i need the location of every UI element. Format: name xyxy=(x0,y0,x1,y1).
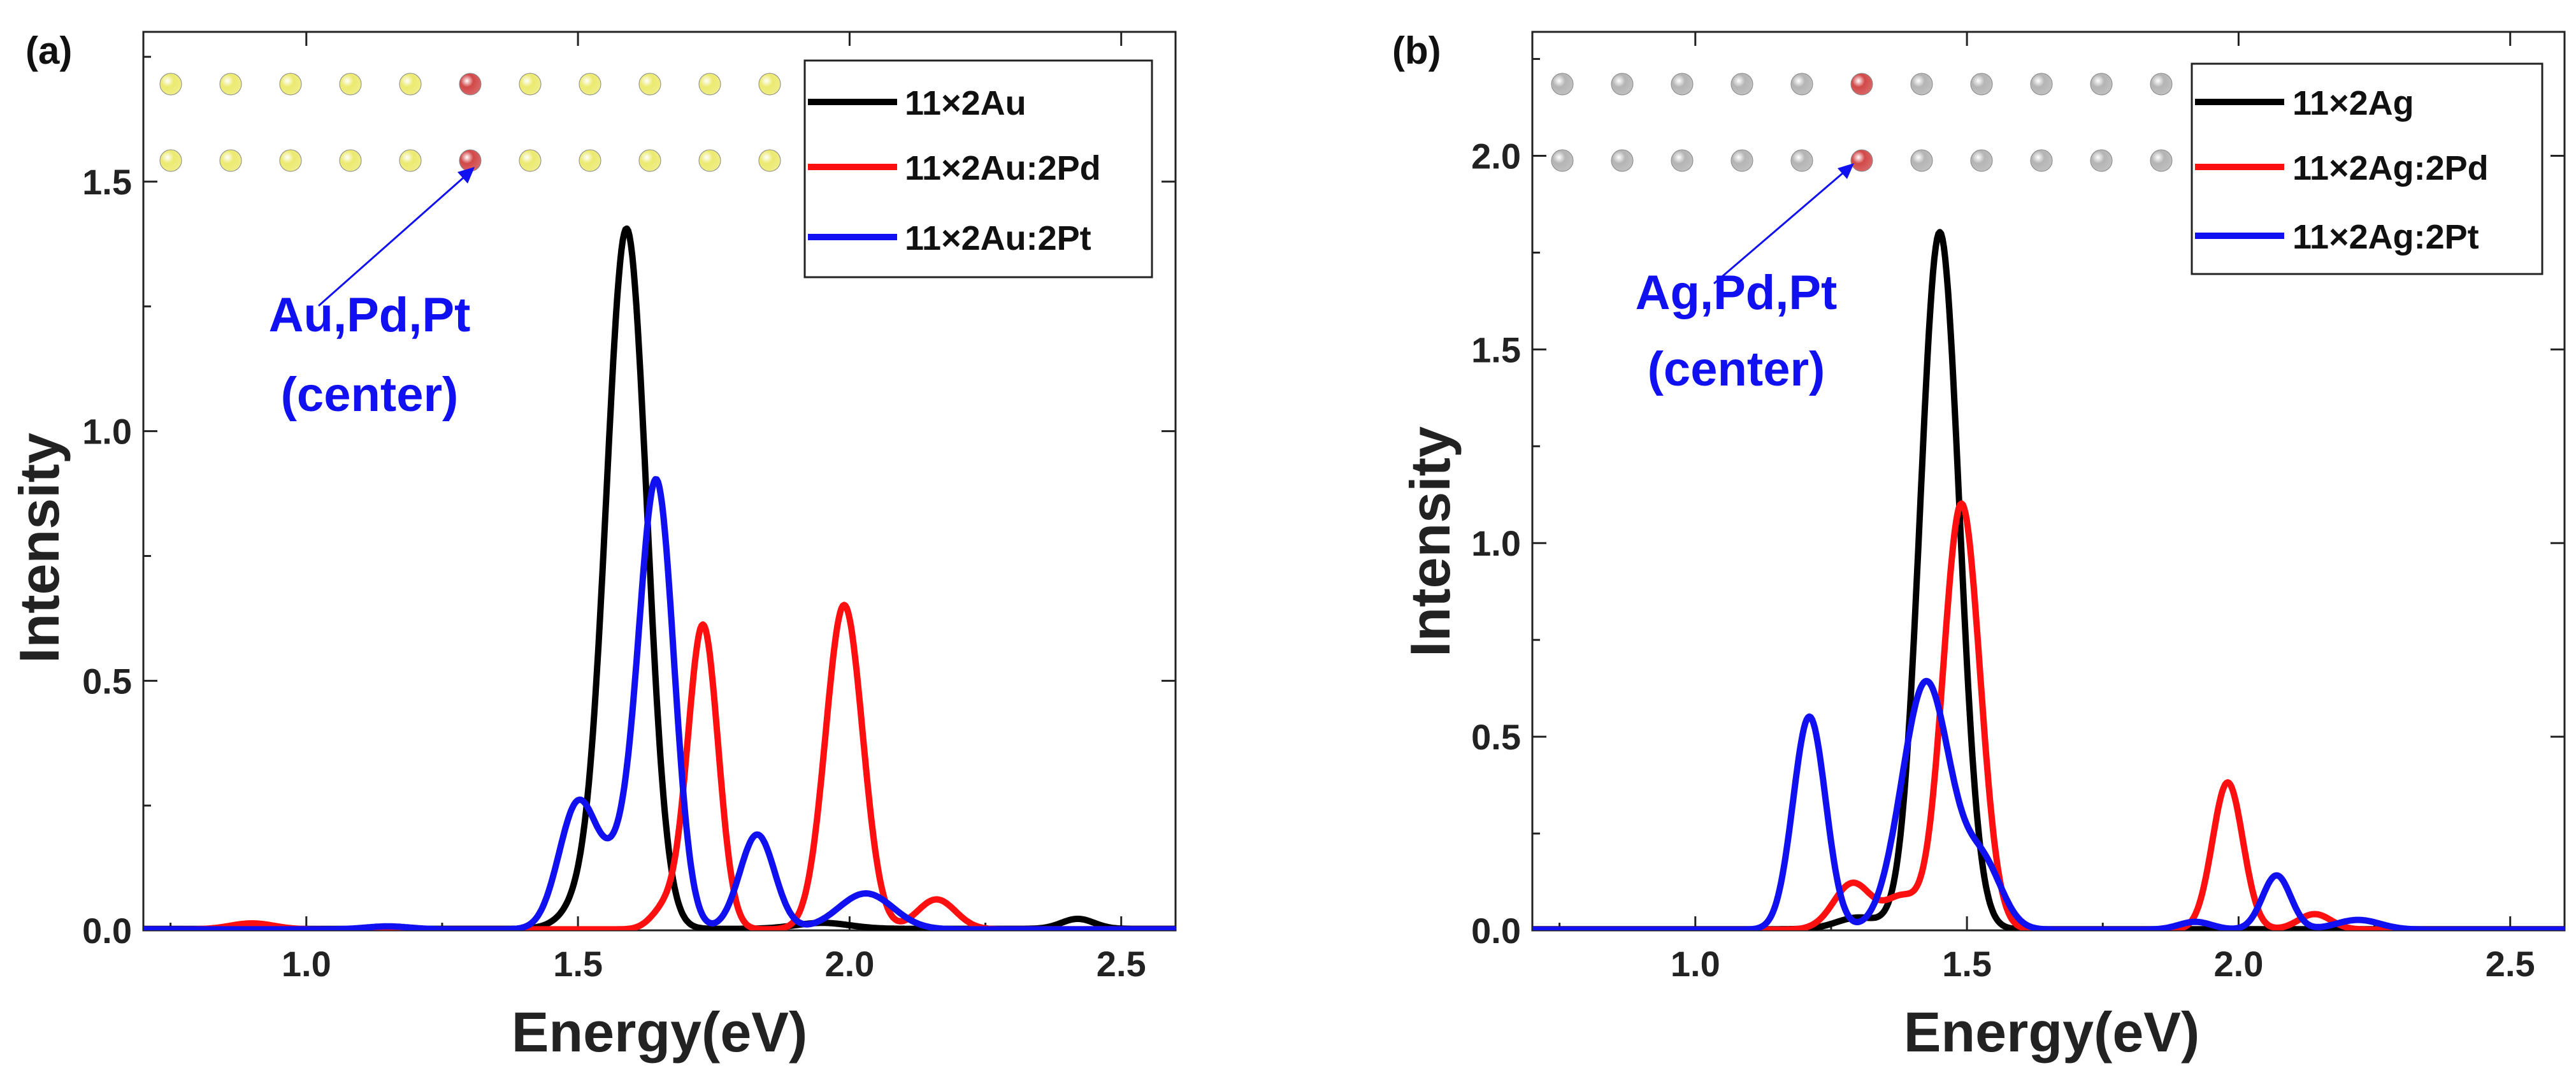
host-atom xyxy=(279,149,302,172)
host-atom xyxy=(2030,149,2053,172)
host-atom xyxy=(698,149,721,172)
x-axis-title: Energy(eV) xyxy=(512,1000,808,1064)
y-tick-label: 0.0 xyxy=(82,911,132,951)
atom-chain xyxy=(159,73,781,172)
host-atom xyxy=(1790,73,1813,96)
x-tick-label: 2.0 xyxy=(824,944,874,984)
host-atom xyxy=(1790,149,1813,172)
host-atom xyxy=(758,149,781,172)
host-atom xyxy=(1671,149,1694,172)
y-tick-label: 1.5 xyxy=(1471,329,1521,370)
host-atom xyxy=(638,73,661,96)
host-atom xyxy=(2150,149,2173,172)
host-atom xyxy=(339,149,362,172)
x-tick-label: 1.0 xyxy=(282,944,331,984)
host-atom xyxy=(2030,73,2053,96)
host-atom xyxy=(159,149,182,172)
host-atom xyxy=(1551,149,1574,172)
host-atom xyxy=(638,149,661,172)
host-atom xyxy=(1611,73,1634,96)
series-line-11-2Ag-2Pd xyxy=(1532,500,2565,930)
dopant-atom xyxy=(1850,149,1873,172)
legend: 11×2Au 11×2Au:2Pd 11×2Au:2Pt xyxy=(803,59,1153,278)
host-atom xyxy=(219,73,242,96)
host-atom xyxy=(1671,73,1694,96)
annotation: Au,Pd,Pt (center) xyxy=(269,167,475,422)
host-atom xyxy=(279,73,302,96)
y-tick-label: 1.0 xyxy=(1471,523,1521,563)
host-atom xyxy=(1970,149,1993,172)
legend-label-11x2Ag-2Pd: 11×2Ag:2Pd xyxy=(2292,149,2489,187)
legend-label-11x2Ag-2Pt: 11×2Ag:2Pt xyxy=(2292,218,2479,256)
host-atom xyxy=(219,149,242,172)
axis-ticks: 1.0 1.5 2.0 2.5 0.0 0.5 1.0 1.5 xyxy=(82,32,1176,984)
host-atom xyxy=(698,73,721,96)
panel-label: (b) xyxy=(1392,29,1441,72)
host-atom xyxy=(758,73,781,96)
dopant-atom xyxy=(459,73,482,96)
host-atom xyxy=(1910,73,1933,96)
x-axis-title: Energy(eV) xyxy=(1904,1000,2200,1064)
atom-chain xyxy=(1551,73,2173,172)
y-axis-title: Intensity xyxy=(8,433,71,663)
annotation-line-1: Ag,Pd,Pt xyxy=(1636,266,1838,320)
series-line-11-2Au-2Pt xyxy=(143,476,1176,930)
series-group xyxy=(1532,229,2565,930)
host-atom xyxy=(519,149,542,172)
host-atom xyxy=(579,149,601,172)
host-atom xyxy=(579,73,601,96)
annotation: Ag,Pd,Pt (center) xyxy=(1636,163,1854,396)
series-line-11-2Ag-2Pt xyxy=(1532,677,2565,930)
x-tick-label: 1.5 xyxy=(553,944,603,984)
host-atom xyxy=(1970,73,1993,96)
host-atom xyxy=(399,73,422,96)
x-tick-label: 1.0 xyxy=(1671,944,1720,984)
annotation-arrow-line xyxy=(318,172,469,307)
series-group xyxy=(143,225,1176,930)
annotation-line-2: (center) xyxy=(281,368,459,422)
axis-ticks: 1.0 1.5 2.0 2.5 0.0 0.5 1.0 1.5 2.0 xyxy=(1471,32,2565,984)
host-atom xyxy=(2090,149,2113,172)
x-tick-label: 2.5 xyxy=(1097,944,1146,984)
legend-label-11x2Au-2Pd: 11×2Au:2Pd xyxy=(905,149,1101,187)
host-atom xyxy=(1551,73,1574,96)
legend-label-11x2Ag: 11×2Ag xyxy=(2292,84,2414,122)
host-atom xyxy=(339,73,362,96)
annotation-arrow-line xyxy=(1713,168,1848,285)
host-atom xyxy=(2150,73,2173,96)
y-tick-label: 1.0 xyxy=(82,412,132,452)
annotation-line-1: Au,Pd,Pt xyxy=(269,288,471,342)
y-tick-label: 0.5 xyxy=(82,661,132,701)
chart-panel-a: (a) 1.0 1.5 2.0 2.5 0.0 0.5 1.0 1.5 11×2Au 11×2… xyxy=(8,29,1177,1064)
y-tick-label: 1.5 xyxy=(82,162,132,202)
annotation-arrowhead xyxy=(1838,163,1854,179)
panel-label: (a) xyxy=(25,29,72,72)
host-atom xyxy=(1731,73,1753,96)
x-tick-label: 2.0 xyxy=(2213,944,2263,984)
dopant-atom xyxy=(1850,73,1873,96)
legend: 11×2Ag 11×2Ag:2Pd 11×2Ag:2Pt xyxy=(2191,62,2544,275)
x-tick-label: 1.5 xyxy=(1942,944,1992,984)
chart-panel-b: (b) 1.0 1.5 2.0 2.5 0.0 0.5 1.0 1.5 2.0 11×2Ag 1… xyxy=(1392,29,2566,1064)
series-line-11-2Ag xyxy=(1532,229,2565,930)
host-atom xyxy=(399,149,422,172)
legend-label-11x2Au-2Pt: 11×2Au:2Pt xyxy=(905,219,1091,257)
dopant-atom xyxy=(459,149,482,172)
y-tick-label: 2.0 xyxy=(1471,136,1521,176)
plot-frame xyxy=(142,31,1177,932)
y-axis-title: Intensity xyxy=(1399,426,1462,657)
host-atom xyxy=(1910,149,1933,172)
y-tick-label: 0.0 xyxy=(1471,911,1521,951)
annotation-line-2: (center) xyxy=(1648,342,1825,396)
y-tick-label: 0.5 xyxy=(1471,717,1521,757)
host-atom xyxy=(2090,73,2113,96)
host-atom xyxy=(519,73,542,96)
x-tick-label: 2.5 xyxy=(2486,944,2535,984)
host-atom xyxy=(159,73,182,96)
legend-label-11x2Au: 11×2Au xyxy=(905,84,1026,122)
host-atom xyxy=(1611,149,1634,172)
host-atom xyxy=(1731,149,1753,172)
annotation-arrowhead xyxy=(457,167,475,184)
